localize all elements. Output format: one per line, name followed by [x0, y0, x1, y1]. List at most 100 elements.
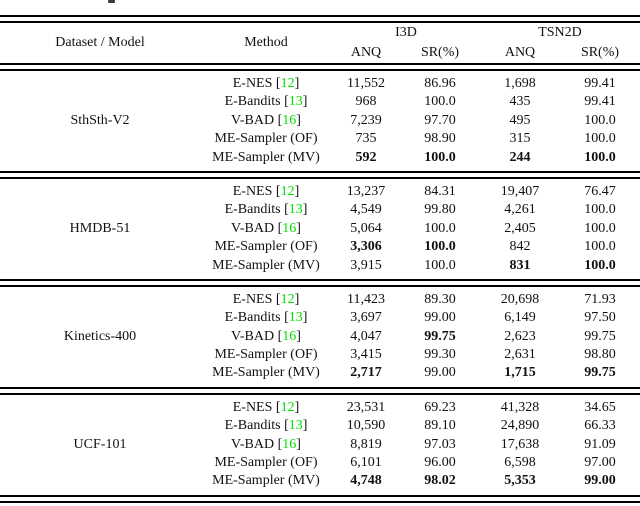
header-i3d-anq: ANQ	[350, 45, 382, 60]
metric-value: 97.03	[424, 436, 456, 452]
metric-value: 66.33	[584, 418, 616, 434]
table-row: ME-Sampler (OF) 735 98.90 315 100.0	[200, 130, 640, 148]
table-row: ME-Sampler (MV) 2,717 99.00 1,715 99.75	[200, 364, 640, 382]
metric-value: 99.41	[584, 76, 616, 91]
metric-value: 244	[509, 149, 531, 165]
metric-value: 98.80	[584, 347, 616, 363]
metric-value: 97.50	[584, 310, 616, 326]
citation-link[interactable]: 16	[282, 328, 297, 344]
table-row: ME-Sampler (MV) 3,915 100.0 831 100.0	[200, 257, 640, 275]
citation-link[interactable]: 13	[288, 418, 303, 434]
metric-value: 98.90	[424, 131, 456, 147]
table-row: E-NES [12] 13,237 84.31 19,407 76.47	[200, 183, 640, 201]
metric-value: 4,047	[350, 328, 382, 344]
header-i3d-sr: SR(%)	[420, 45, 460, 60]
metric-value: 3,306	[350, 239, 382, 255]
metric-value: 6,598	[504, 455, 536, 471]
metric-value: 86.96	[424, 76, 456, 91]
metric-value: 99.41	[584, 94, 616, 110]
metric-value: 41,328	[500, 399, 540, 415]
metric-value: 99.30	[424, 347, 456, 363]
metric-value: 100.0	[584, 202, 616, 218]
metric-value: 10,590	[346, 418, 386, 434]
method-label: ME-Sampler (OF)	[214, 455, 318, 471]
group-rows: E-NES [12] 11,423 89.30 20,698 71.93 E-Bandit…	[200, 291, 640, 383]
metric-value: 831	[509, 257, 531, 273]
method-label: ME-Sampler (MV)	[212, 257, 320, 273]
metric-value: 100.0	[584, 149, 616, 165]
table-row: ME-Sampler (OF) 3,415 99.30 2,631 98.80	[200, 346, 640, 364]
metric-value: 3,415	[350, 347, 382, 363]
citation-link[interactable]: 12	[280, 183, 295, 199]
metric-value: 98.02	[424, 473, 456, 489]
method-label: V-BAD [16]	[231, 112, 301, 128]
metric-value: 2,717	[350, 365, 382, 381]
table-row: ME-Sampler (MV) 4,748 98.02 5,353 99.00	[200, 472, 640, 490]
table-row: V-BAD [16] 7,239 97.70 495 100.0	[200, 112, 640, 130]
metric-value: 91.09	[584, 436, 616, 452]
metric-value: 2,623	[504, 328, 536, 344]
citation-link[interactable]: 12	[280, 399, 295, 415]
metric-value: 100.0	[424, 220, 456, 236]
method-label: V-BAD [16]	[231, 220, 301, 236]
citation-link[interactable]: 16	[282, 436, 297, 452]
citation-link[interactable]: 16	[282, 220, 297, 236]
method-label: ME-Sampler (OF)	[214, 239, 318, 255]
metric-value: 3,697	[350, 310, 382, 326]
dataset-group: SthSth-V2 E-NES [12] 11,552 86.96 1,698 99.41…	[0, 71, 640, 171]
group-separator-rule	[0, 170, 640, 179]
group-separator-rule	[0, 494, 640, 503]
dataset-label: UCF-101	[73, 436, 127, 452]
metric-value: 4,748	[350, 473, 382, 489]
metric-value: 100.0	[584, 257, 616, 273]
citation-link[interactable]: 13	[288, 202, 303, 218]
metric-value: 495	[509, 112, 531, 128]
table-row: V-BAD [16] 5,064 100.0 2,405 100.0	[200, 220, 640, 238]
header-tsn2d-anq: ANQ	[504, 45, 536, 60]
metric-value: 17,638	[500, 436, 540, 452]
metric-value: 23,531	[346, 399, 386, 415]
citation-link[interactable]: 13	[288, 94, 303, 110]
method-label: E-NES [12]	[232, 183, 300, 199]
header-separator-rule	[0, 63, 640, 71]
metric-value: 735	[355, 131, 377, 147]
table-row: ME-Sampler (MV) 592 100.0 244 100.0	[200, 149, 640, 167]
metric-value: 1,698	[504, 76, 536, 91]
group-rows: E-NES [12] 11,552 86.96 1,698 99.41 E-Bandits…	[200, 75, 640, 167]
metric-value: 5,064	[350, 220, 382, 236]
metric-value: 99.00	[424, 310, 456, 326]
citation-link[interactable]: 16	[282, 112, 297, 128]
metric-value: 19,407	[500, 183, 540, 199]
metric-value: 1,715	[504, 365, 536, 381]
metric-value: 4,549	[350, 202, 382, 218]
metric-value: 99.00	[584, 473, 616, 489]
metric-value: 2,405	[504, 220, 536, 236]
metric-value: 89.10	[424, 418, 456, 434]
group-rows: E-NES [12] 13,237 84.31 19,407 76.47 E-Bandit…	[200, 183, 640, 275]
table-row: E-Bandits [13] 968 100.0 435 99.41	[200, 93, 640, 111]
metric-value: 34.65	[584, 399, 616, 415]
metric-value: 99.75	[584, 328, 616, 344]
method-label: ME-Sampler (MV)	[212, 365, 320, 381]
metric-value: 97.70	[424, 112, 456, 128]
citation-link[interactable]: 12	[280, 76, 295, 91]
citation-link[interactable]: 13	[288, 310, 303, 326]
metric-value: 100.0	[424, 94, 456, 110]
metric-value: 6,101	[350, 455, 382, 471]
method-label: E-Bandits [13]	[224, 94, 308, 110]
header-group-tsn2d: TSN2D	[538, 25, 582, 40]
table-row: E-Bandits [13] 3,697 99.00 6,149 97.50	[200, 309, 640, 327]
metric-value: 13,237	[346, 183, 386, 199]
dataset-label: HMDB-51	[69, 220, 131, 236]
group-rows: E-NES [12] 23,531 69.23 41,328 34.65 E-Bandit…	[200, 399, 640, 491]
method-label: E-NES [12]	[232, 399, 300, 415]
header-dataset-model: Dataset / Model	[55, 35, 145, 50]
dataset-group: HMDB-51 E-NES [12] 13,237 84.31 19,407 76.47 E…	[0, 179, 640, 279]
metric-value: 99.75	[424, 328, 456, 344]
metric-value: 24,890	[500, 418, 540, 434]
metric-value: 842	[509, 239, 531, 255]
dataset-group: UCF-101 E-NES [12] 23,531 69.23 41,328 34.65 E…	[0, 395, 640, 495]
table-row: E-Bandits [13] 4,549 99.80 4,261 100.0	[200, 201, 640, 219]
method-label: E-Bandits [13]	[224, 310, 308, 326]
citation-link[interactable]: 12	[280, 291, 295, 307]
